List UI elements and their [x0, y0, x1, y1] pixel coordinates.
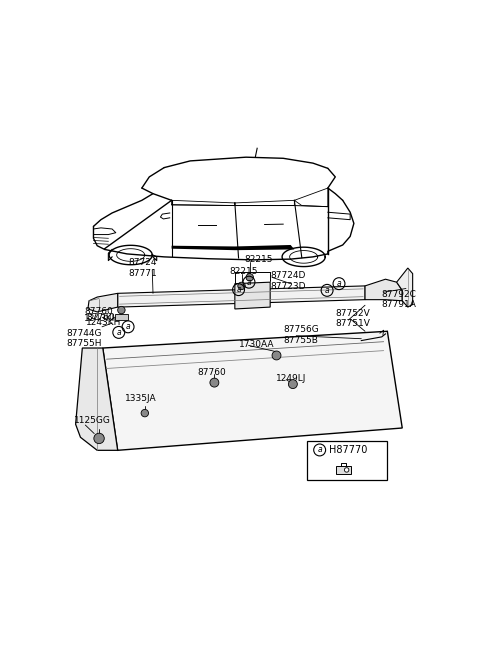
Text: 87744G
87755H: 87744G 87755H: [67, 329, 102, 348]
Polygon shape: [76, 348, 118, 450]
Text: a: a: [117, 328, 121, 337]
Text: 1249LJ: 1249LJ: [276, 375, 306, 383]
Text: 1730AA: 1730AA: [239, 340, 274, 349]
Text: 82215: 82215: [229, 266, 258, 276]
Text: 87792C
87791A: 87792C 87791A: [382, 290, 417, 310]
Bar: [307, 441, 387, 480]
Polygon shape: [103, 331, 402, 450]
Circle shape: [272, 351, 281, 360]
Text: a: a: [247, 277, 252, 287]
Bar: [336, 466, 351, 474]
Circle shape: [141, 409, 148, 417]
Circle shape: [344, 468, 349, 472]
Text: a: a: [317, 445, 322, 455]
Text: H87770: H87770: [329, 445, 367, 455]
Text: a: a: [126, 322, 131, 331]
Text: 82215: 82215: [244, 255, 273, 264]
Polygon shape: [396, 268, 413, 307]
Text: 87760: 87760: [84, 308, 113, 316]
Circle shape: [210, 378, 219, 387]
Circle shape: [288, 380, 297, 388]
Text: 87760: 87760: [86, 313, 115, 322]
Text: a: a: [236, 285, 241, 294]
Circle shape: [118, 306, 125, 314]
Text: a: a: [325, 286, 329, 295]
Polygon shape: [88, 293, 118, 312]
Text: 87724
87771: 87724 87771: [129, 258, 157, 277]
Text: 1243KH: 1243KH: [84, 314, 120, 323]
Polygon shape: [235, 282, 270, 309]
Text: a: a: [336, 279, 341, 288]
Circle shape: [246, 274, 253, 281]
Text: 1243KH: 1243KH: [86, 318, 121, 327]
Text: 87724D
87723D: 87724D 87723D: [270, 272, 306, 291]
Text: 87752V
87751V: 87752V 87751V: [335, 308, 370, 328]
Text: 1335JA: 1335JA: [125, 394, 157, 403]
Text: 87756G
87755B: 87756G 87755B: [283, 325, 319, 344]
Bar: [115, 314, 128, 321]
Polygon shape: [365, 279, 402, 300]
Polygon shape: [172, 245, 294, 250]
Polygon shape: [118, 286, 365, 307]
Circle shape: [94, 433, 104, 443]
Text: 1125GG: 1125GG: [74, 416, 111, 425]
Text: 87760: 87760: [198, 368, 227, 377]
Circle shape: [238, 282, 245, 289]
